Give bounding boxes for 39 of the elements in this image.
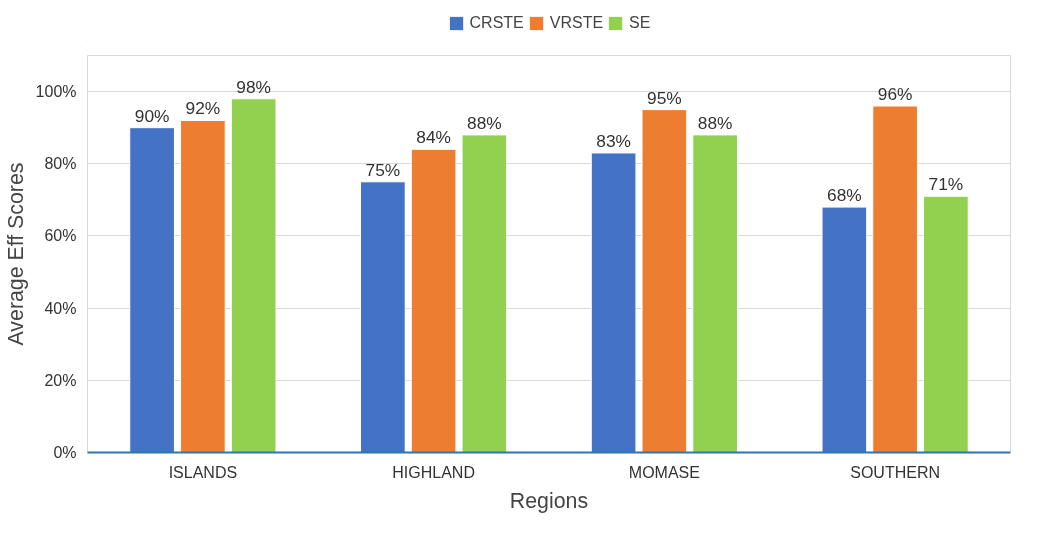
data-label: 96% [877, 84, 913, 105]
x-tick-label: HIGHLAND [392, 463, 475, 481]
y-axis-title: Average Eff Scores [3, 162, 28, 346]
bar [821, 206, 868, 453]
x-tick-label: SOUTHERN [850, 463, 941, 481]
data-label: 71% [928, 174, 964, 195]
y-tick-label: 80% [44, 155, 77, 173]
y-tick-label: 20% [44, 371, 77, 389]
bar [692, 134, 738, 453]
bar [872, 105, 918, 453]
y-tick-label: 100% [35, 83, 77, 101]
data-label: 98% [236, 76, 271, 97]
bar [641, 109, 688, 453]
bar [461, 134, 508, 453]
data-label: 88% [697, 112, 733, 133]
y-tick-label: 40% [44, 299, 77, 317]
bar [410, 148, 457, 453]
bar [590, 152, 637, 453]
data-label: 95% [647, 87, 682, 108]
legend-label: CRSTE [469, 13, 524, 32]
data-label: 84% [416, 127, 451, 148]
y-tick-label: 60% [44, 227, 77, 245]
data-label: 75% [365, 159, 401, 180]
legend-label: VRSTE [549, 13, 604, 32]
x-tick-label: MOMASE [628, 463, 700, 481]
data-label: 83% [596, 130, 631, 151]
bar [360, 181, 406, 453]
bar [180, 119, 226, 453]
data-label: 88% [467, 112, 502, 133]
data-label: 92% [185, 98, 221, 119]
legend-label: SE [629, 13, 651, 32]
data-label: 68% [827, 185, 862, 206]
data-label: 90% [134, 105, 170, 126]
bar [923, 195, 969, 453]
bar [129, 127, 175, 453]
y-tick-label: 0% [53, 444, 77, 461]
bar [230, 98, 277, 453]
x-axis-title: Regions [509, 488, 589, 513]
x-tick-label: ISLANDS [168, 463, 238, 481]
